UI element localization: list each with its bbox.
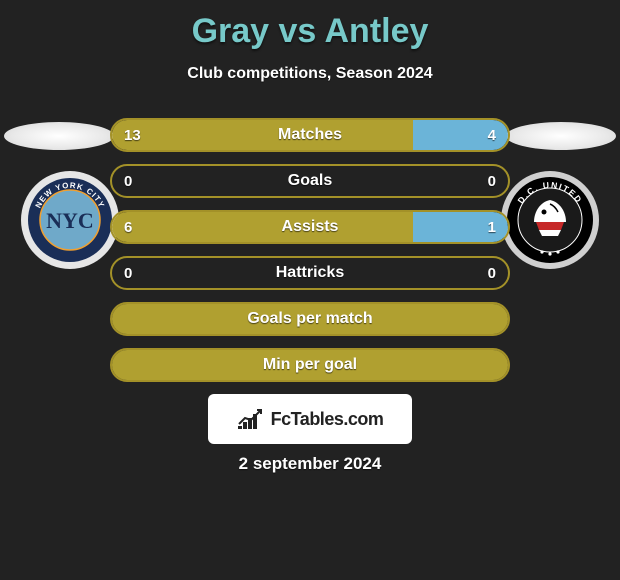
date-text: 2 september 2024 [0,454,620,474]
branding-badge: FcTables.com [208,394,412,444]
stat-row: Matches 13 4 [110,118,510,152]
stat-value-left: 6 [124,219,132,236]
pedestal-right [506,122,616,150]
stat-label: Goals per match [247,310,372,328]
pedestal-left [4,122,114,150]
stat-row: Goals per match [110,302,510,336]
stat-value-right: 0 [488,173,496,190]
stat-label: Goals [288,172,332,190]
stat-label: Matches [278,126,342,144]
stat-row: Goals 0 0 [110,164,510,198]
stat-value-left: 0 [124,173,132,190]
subtitle: Club competitions, Season 2024 [0,65,620,83]
bar-fill-left [112,120,413,150]
team-crest-left: NEW YORK CITY NYC [20,170,120,270]
bar-fill-left [112,212,413,242]
fctables-logo-icon [237,408,265,430]
page-title: Gray vs Antley [0,0,620,51]
stat-label: Min per goal [263,356,357,374]
branding-text: FcTables.com [271,409,384,430]
stat-label: Assists [282,218,339,236]
stat-value-left: 13 [124,127,141,144]
stat-bars: Matches134Goals00Assists61Hattricks00Goa… [110,118,510,382]
stat-row: Assists 6 1 [110,210,510,244]
stat-value-left: 0 [124,265,132,282]
stat-value-right: 4 [488,127,496,144]
stat-value-right: 0 [488,265,496,282]
stat-value-right: 1 [488,219,496,236]
team-crest-right: D.C. UNITED [500,170,600,270]
svg-text:NYC: NYC [46,208,94,233]
stat-label: Hattricks [276,264,344,282]
stat-row: Hattricks 0 0 [110,256,510,290]
stat-row: Min per goal [110,348,510,382]
